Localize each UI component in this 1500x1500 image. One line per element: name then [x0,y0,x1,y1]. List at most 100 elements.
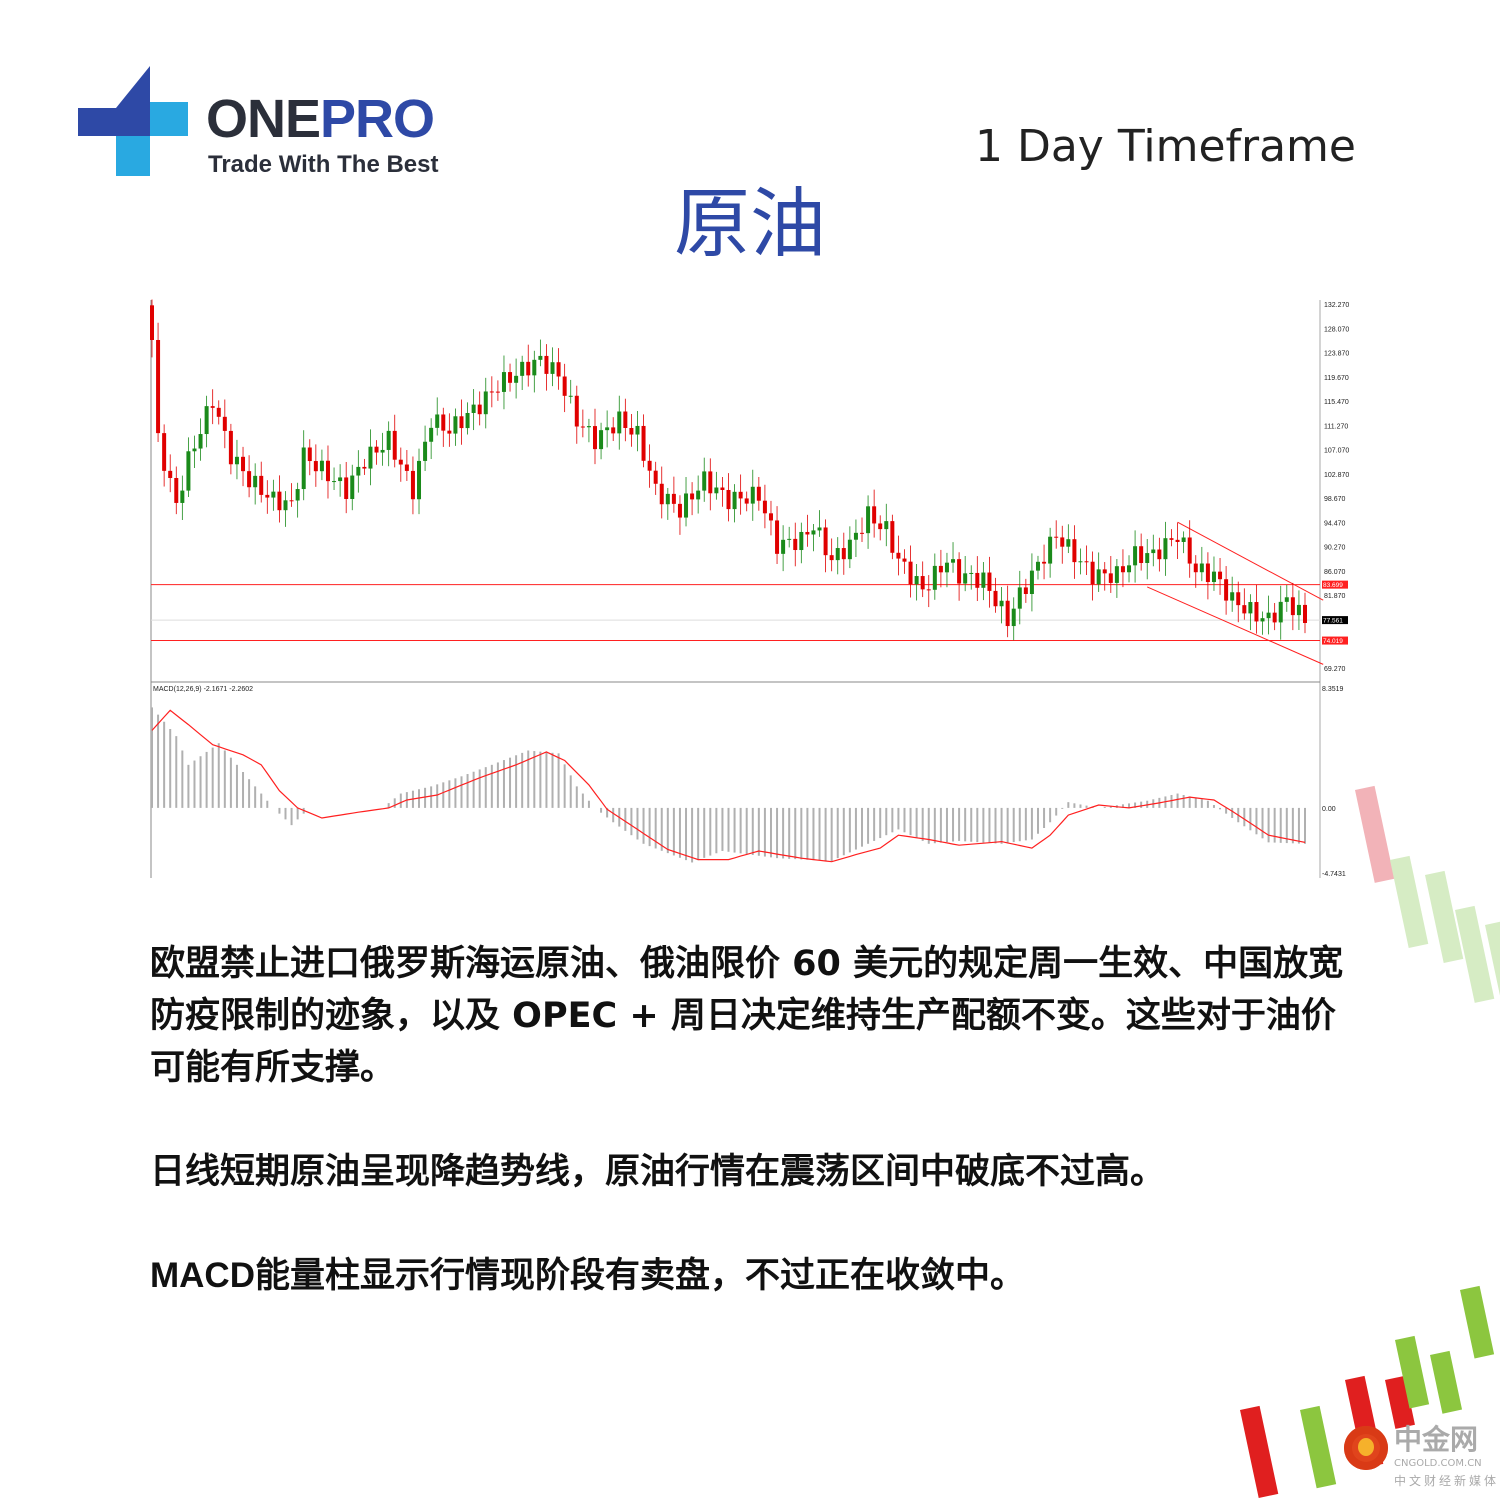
candle-body [1114,566,1119,583]
candle-body [532,359,537,376]
candle-body [1042,561,1047,564]
candle-body [417,460,422,500]
price-level-badge [1322,580,1348,589]
candle-body [787,538,792,540]
deco-candle [1385,1375,1415,1429]
candle-body [1290,597,1295,616]
candle-body [963,573,968,584]
price-tick-label: 123.870 [1324,351,1349,358]
candle-body [1096,569,1101,585]
candle-body [162,433,167,471]
candle-body [677,503,682,518]
cngold-logo-icon [1344,1426,1388,1470]
candle-body [611,427,616,434]
candle-body [319,460,324,472]
candle-body [307,447,312,462]
candle-body [647,460,652,471]
candle-body [605,427,610,431]
candle-body [671,493,676,504]
deco-candle [1354,785,1395,883]
candle-body [981,572,986,588]
candle-body [1260,618,1265,622]
candle-body [247,471,252,488]
candle-body [586,426,591,428]
candle-body [872,506,877,524]
candle-body [987,572,992,591]
macd-tick-label: -4.7431 [1322,871,1346,878]
candle-body [1181,537,1186,542]
candle-body [295,489,300,501]
deco-candle [1425,870,1464,964]
candle-body [562,376,567,396]
candle-body [556,362,561,377]
candle-body [835,548,840,561]
candle-body [1035,561,1040,571]
candle-body [1066,539,1071,547]
cngold-watermark: 中金网 CNGOLD.COM.CN 中文财经新媒体 [1340,1422,1500,1500]
candle-body [1272,612,1277,623]
candle-body [1133,546,1138,566]
candle-body [744,498,749,504]
candle-body [392,430,397,460]
candle-body [1145,553,1150,564]
candle-body [793,538,798,551]
candle-body [884,521,889,530]
candle-body [368,446,373,469]
candle-body [1157,549,1162,560]
candle-body [198,434,203,449]
candle-body [817,527,822,531]
candle-body [362,466,367,469]
price-level-badge [1322,616,1348,625]
candle-body [1163,538,1168,560]
candle-body [951,559,956,563]
price-tick-label: 69.270 [1324,666,1346,673]
candle-body [1230,592,1235,601]
analysis-paragraph-3: MACD能量柱显示行情现阶段有卖盘，不过正在收敛中。 [150,1256,1025,1295]
candle-body [526,361,531,376]
candle-body [404,464,409,471]
candle-body [1102,569,1107,574]
candle-body [720,487,725,490]
macd-signal-line [151,709,1306,863]
price-tick-label: 94.470 [1324,520,1346,527]
candle-body [1005,600,1010,627]
candle-body [811,530,816,535]
candle-body [241,456,246,472]
brand-pro: PRO [320,89,435,149]
candle-body [957,559,962,584]
candle-body [599,430,604,450]
analysis-paragraph-2: 日线短期原油呈现降趋势线，原油行情在震荡区间中破底不过高。 [150,1152,1166,1192]
candle-body [1127,565,1132,573]
candle-body [253,475,258,488]
candle-body [1048,536,1053,564]
candle-body [544,355,549,374]
candle-body [1084,561,1089,563]
candle-body [878,523,883,530]
candle-body [1054,536,1059,538]
candle-body [325,460,330,482]
candle-body [259,475,264,495]
candle-body [168,470,173,478]
candle-body [1120,566,1125,573]
candle-body [344,477,349,499]
candle-body [1060,537,1065,547]
candle-body [684,493,689,518]
candle-body [1296,604,1301,616]
price-tick-label: 98.670 [1324,496,1346,503]
watermark-domain: CNGOLD.COM.CN [1394,1458,1482,1469]
candle-body [380,449,385,453]
candle-body [216,407,221,417]
candle-body [920,576,925,590]
candle-body [714,487,719,494]
candle-body [896,552,901,559]
candle-body [762,500,767,514]
candle-body [890,521,895,553]
price-tick-label: 86.070 [1324,569,1346,576]
macd-label: MACD(12,26,9) -2.1671 -2.2602 [153,686,253,693]
candle-body [271,491,276,498]
deco-candle [1430,1350,1463,1414]
candle-body [847,539,852,560]
candle-body [1284,597,1289,602]
candle-body [1199,563,1204,573]
candle-body [265,494,270,498]
